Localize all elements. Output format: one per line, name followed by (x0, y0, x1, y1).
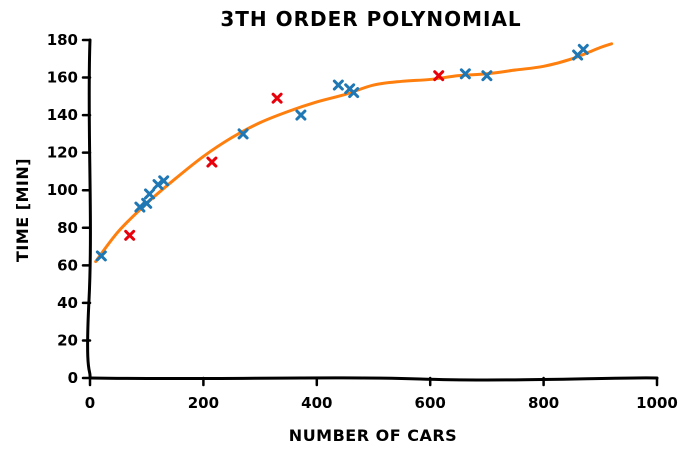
axes (86, 38, 659, 382)
marker-stroke (433, 70, 445, 82)
y-tick-label: 40 (57, 294, 78, 312)
x-tick-label: 600 (415, 394, 446, 412)
x-axis-line (88, 376, 659, 382)
marker-stroke (577, 43, 589, 55)
y-tick-label: 100 (47, 181, 78, 199)
fit-line-group (94, 42, 614, 264)
y-tick-label: 80 (57, 219, 78, 237)
markers-group (95, 43, 589, 262)
y-tick-label: 180 (47, 31, 78, 49)
marker-stroke (124, 229, 136, 241)
train-point (295, 109, 307, 121)
fit-line (94, 42, 614, 264)
test-point (206, 156, 218, 168)
train-point (237, 128, 249, 140)
y-tick-label: 140 (47, 106, 78, 124)
x-tick-label: 200 (188, 394, 219, 412)
y-axis-line (86, 38, 92, 380)
y-axis-label: TIME [MIN] (13, 158, 32, 262)
chart-title: 3TH ORDER POLYNOMIAL (220, 7, 521, 31)
train-point (459, 68, 471, 80)
train-point (144, 188, 156, 200)
x-tick-label: 800 (528, 394, 559, 412)
marker-stroke (144, 188, 156, 200)
y-tick-label: 0 (68, 369, 78, 387)
marker-stroke (206, 156, 218, 168)
test-point (271, 92, 283, 104)
x-axis-label: NUMBER OF CARS (289, 426, 457, 445)
train-point (577, 43, 589, 55)
marker-stroke (295, 109, 307, 121)
train-point (332, 79, 344, 91)
test-point (433, 70, 445, 82)
marker-stroke (332, 79, 344, 91)
train-point (134, 201, 146, 213)
test-point (124, 229, 136, 241)
marker-stroke (134, 201, 146, 213)
x-tick-label: 400 (301, 394, 332, 412)
marker-stroke (348, 87, 360, 99)
y-tick-label: 60 (57, 256, 78, 274)
ticks: 0 200 400 600 800 1000 0 20 40 60 80 100 120 140 160 18… (47, 31, 678, 412)
train-point (95, 250, 107, 262)
x-tick-label: 1000 (636, 394, 678, 412)
train-point (141, 197, 153, 209)
train-point (481, 70, 493, 82)
marker-stroke (237, 128, 249, 140)
marker-stroke (141, 197, 153, 209)
marker-stroke (271, 92, 283, 104)
marker-stroke (481, 70, 493, 82)
marker-stroke (459, 68, 471, 80)
y-tick-label: 160 (47, 69, 78, 87)
y-tick-label: 20 (57, 331, 78, 349)
marker-stroke (95, 250, 107, 262)
marker-stroke (158, 175, 170, 187)
y-tick-label: 120 (47, 144, 78, 162)
train-point (158, 175, 170, 187)
train-point (348, 87, 360, 99)
x-tick-label: 0 (85, 394, 95, 412)
